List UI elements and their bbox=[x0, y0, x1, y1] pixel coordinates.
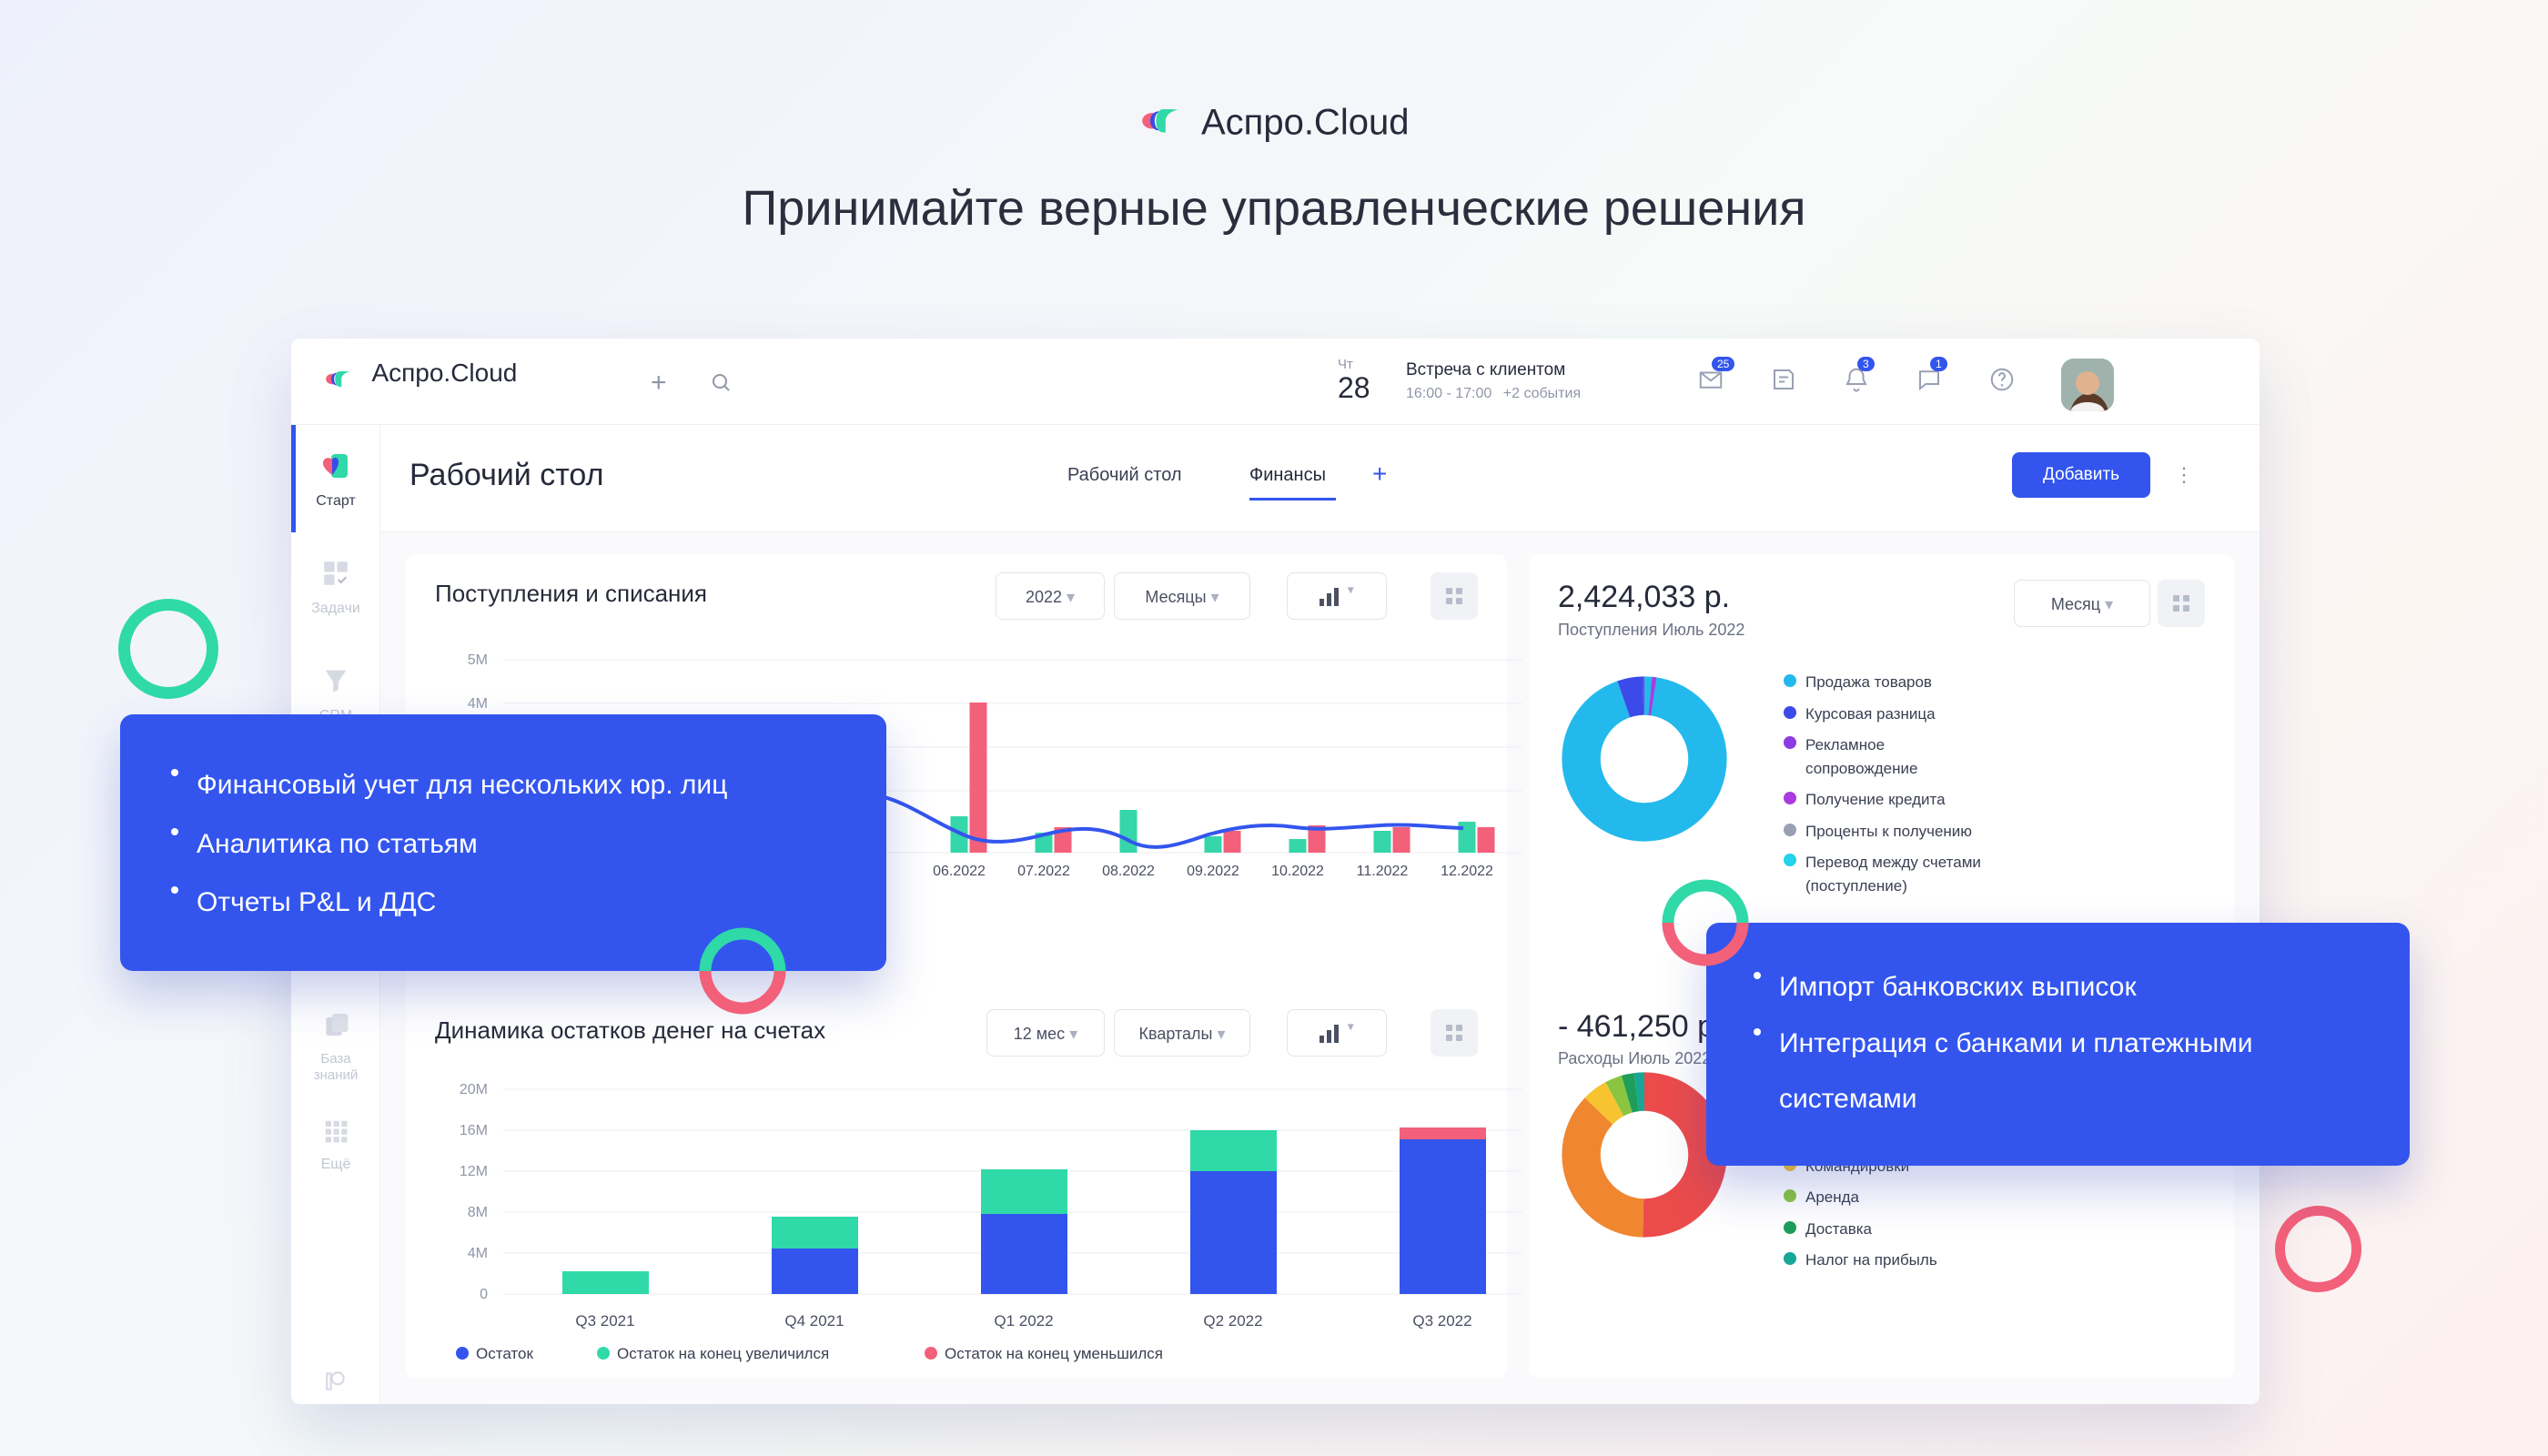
svg-text:Q1 2022: Q1 2022 bbox=[994, 1312, 1053, 1330]
svg-text:09.2022: 09.2022 bbox=[1187, 864, 1239, 879]
svg-text:Остаток на конец увеличился: Остаток на конец увеличился bbox=[617, 1345, 829, 1362]
svg-text:Q3 2021: Q3 2021 bbox=[575, 1312, 634, 1330]
svg-text:8M: 8M bbox=[468, 1205, 488, 1220]
svg-text:4M: 4M bbox=[468, 1246, 488, 1261]
svg-text:06.2022: 06.2022 bbox=[933, 864, 986, 879]
svg-text:0: 0 bbox=[480, 1287, 488, 1302]
svg-text:Остаток: Остаток bbox=[476, 1345, 533, 1362]
svg-text:07.2022: 07.2022 bbox=[1017, 864, 1070, 879]
svg-text:16M: 16M bbox=[460, 1123, 488, 1138]
svg-text:12.2022: 12.2022 bbox=[1441, 864, 1493, 879]
svg-text:12M: 12M bbox=[460, 1164, 488, 1179]
svg-text:11.2022: 11.2022 bbox=[1357, 864, 1409, 879]
svg-text:10.2022: 10.2022 bbox=[1271, 864, 1324, 879]
svg-text:20M: 20M bbox=[460, 1082, 488, 1097]
svg-text:Q4 2021: Q4 2021 bbox=[784, 1312, 844, 1330]
svg-text:4M: 4M bbox=[468, 696, 488, 712]
svg-text:Остаток на конец уменьшился: Остаток на конец уменьшился bbox=[945, 1345, 1163, 1362]
svg-text:Q3 2022: Q3 2022 bbox=[1412, 1312, 1471, 1330]
svg-text:5M: 5M bbox=[468, 652, 488, 668]
svg-text:Q2 2022: Q2 2022 bbox=[1203, 1312, 1262, 1330]
svg-text:08.2022: 08.2022 bbox=[1102, 864, 1155, 879]
